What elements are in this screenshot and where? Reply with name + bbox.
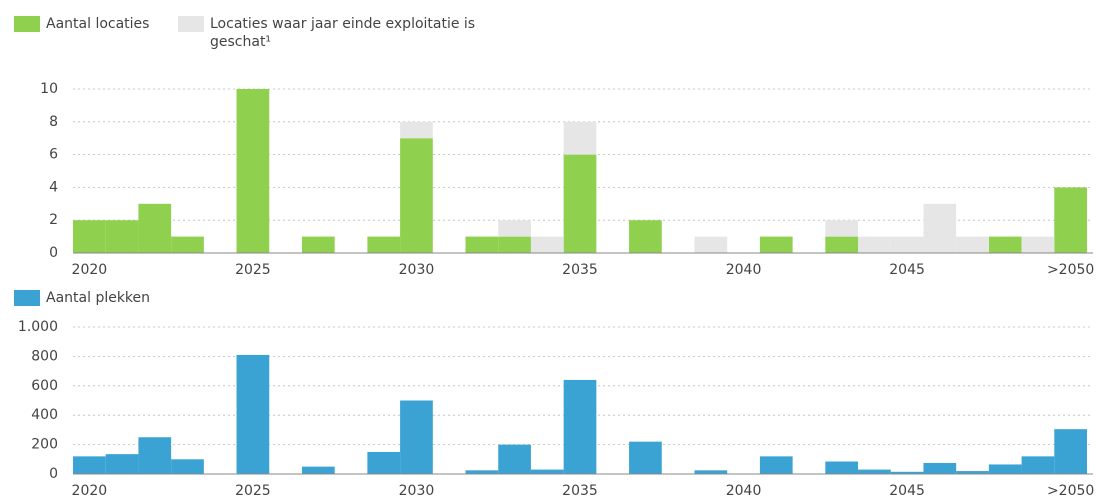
x-tick-label: 2025 xyxy=(235,483,271,499)
y-tick-label: 10 xyxy=(40,81,58,97)
y-tick-label: 8 xyxy=(49,114,58,130)
bar xyxy=(629,441,662,474)
legend-swatch xyxy=(178,16,204,32)
y-tick-label: 800 xyxy=(31,348,58,364)
x-tick-label: 2040 xyxy=(726,483,762,499)
x-tick-label: 2030 xyxy=(399,262,435,278)
bar xyxy=(400,138,433,253)
bar xyxy=(236,89,270,253)
bar xyxy=(138,203,172,253)
bar xyxy=(694,470,728,474)
legend-swatch xyxy=(14,290,40,306)
x-tick-label: 2020 xyxy=(72,262,108,278)
bar xyxy=(138,437,172,474)
bar xyxy=(563,379,597,474)
bar xyxy=(498,444,531,474)
bar xyxy=(171,459,204,474)
legend-item: Aantal plekken xyxy=(14,289,150,307)
legend-label: Aantal locaties xyxy=(46,16,150,32)
x-tick-label: >2050 xyxy=(1047,483,1094,499)
x-tick-label: 2040 xyxy=(726,262,762,278)
x-tick-label: 2035 xyxy=(562,483,598,499)
bar xyxy=(759,236,793,253)
x-tick-label: >2050 xyxy=(1047,262,1094,278)
x-tick-label: 2035 xyxy=(562,262,598,278)
bar xyxy=(301,466,335,474)
bar xyxy=(465,236,499,253)
x-tick-label: 2045 xyxy=(889,262,925,278)
bar xyxy=(400,121,433,139)
bar xyxy=(956,236,989,253)
bar xyxy=(563,121,597,155)
bar xyxy=(759,456,793,474)
legend-item: Locaties waar jaar einde exploitatie is … xyxy=(178,15,538,51)
y-tick-label: 0 xyxy=(49,466,58,482)
y-tick-label: 600 xyxy=(31,378,58,394)
bar xyxy=(956,471,989,474)
bar xyxy=(988,236,1022,253)
bar xyxy=(890,236,924,253)
y-tick-label: 2 xyxy=(49,212,58,228)
x-tick-label: 2030 xyxy=(399,483,435,499)
y-tick-label: 1.000 xyxy=(18,319,58,335)
bar xyxy=(858,236,891,253)
bar xyxy=(530,469,564,474)
bar xyxy=(1054,429,1087,474)
bar xyxy=(825,461,859,474)
bar xyxy=(171,236,204,253)
bar xyxy=(400,400,433,474)
legend-label: Aantal plekken xyxy=(46,290,151,306)
bar xyxy=(367,236,401,253)
bar xyxy=(923,203,957,253)
bar xyxy=(73,456,106,474)
bar xyxy=(1054,187,1087,253)
bar xyxy=(858,469,891,474)
bar xyxy=(465,470,499,474)
bar xyxy=(825,220,859,237)
bar xyxy=(629,220,662,253)
bar xyxy=(694,236,728,253)
bar xyxy=(236,354,270,474)
y-tick-label: 0 xyxy=(49,245,58,261)
bar xyxy=(105,220,139,253)
bar xyxy=(825,236,859,253)
bar xyxy=(498,236,531,253)
bar xyxy=(1021,236,1055,253)
y-tick-label: 4 xyxy=(49,179,58,195)
bar xyxy=(923,462,957,474)
bar xyxy=(890,471,924,474)
x-tick-label: 2025 xyxy=(235,262,271,278)
x-tick-label: 2020 xyxy=(72,483,108,499)
bar xyxy=(105,454,139,474)
bar xyxy=(563,154,597,253)
bar xyxy=(73,220,106,253)
bar xyxy=(1021,456,1055,474)
x-tick-label: 2045 xyxy=(889,483,925,499)
y-tick-label: 400 xyxy=(31,407,58,423)
y-tick-label: 6 xyxy=(49,147,58,163)
bar xyxy=(530,236,564,253)
y-tick-label: 200 xyxy=(31,437,58,453)
legend-swatch xyxy=(14,16,40,32)
bar xyxy=(988,464,1022,474)
bar xyxy=(498,220,531,237)
legend-label: Locaties waar jaar einde exploitatie is … xyxy=(210,16,476,50)
bar xyxy=(367,451,401,474)
bar xyxy=(301,236,335,253)
legend-item: Aantal locaties xyxy=(14,15,149,33)
